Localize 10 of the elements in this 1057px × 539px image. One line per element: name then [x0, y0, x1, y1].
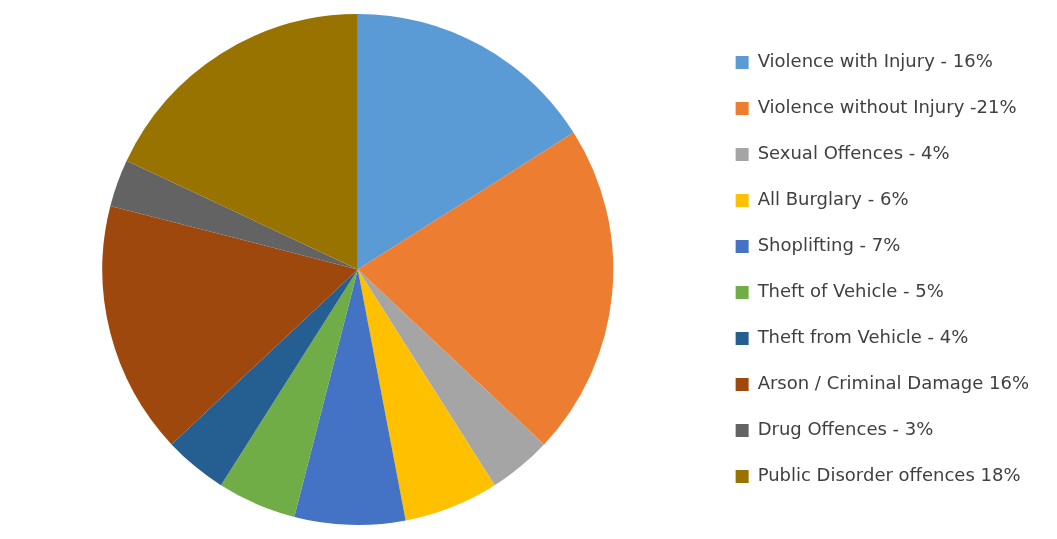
legend-label: Violence with Injury - 16%: [757, 50, 993, 72]
legend-label: Arson / Criminal Damage 16%: [757, 372, 1029, 394]
legend-label: All Burglary - 6%: [757, 188, 909, 210]
legend-label: Sexual Offences - 4%: [757, 142, 950, 164]
legend-label: Violence without Injury -21%: [757, 96, 1017, 118]
legend-label: Drug Offences - 3%: [757, 418, 934, 440]
legend-label: Theft of Vehicle - 5%: [756, 280, 944, 302]
legend-label: Public Disorder offences 18%: [757, 464, 1021, 486]
legend-label: Shoplifting - 7%: [757, 234, 901, 256]
legend-label: Theft from Vehicle - 4%: [756, 326, 969, 348]
